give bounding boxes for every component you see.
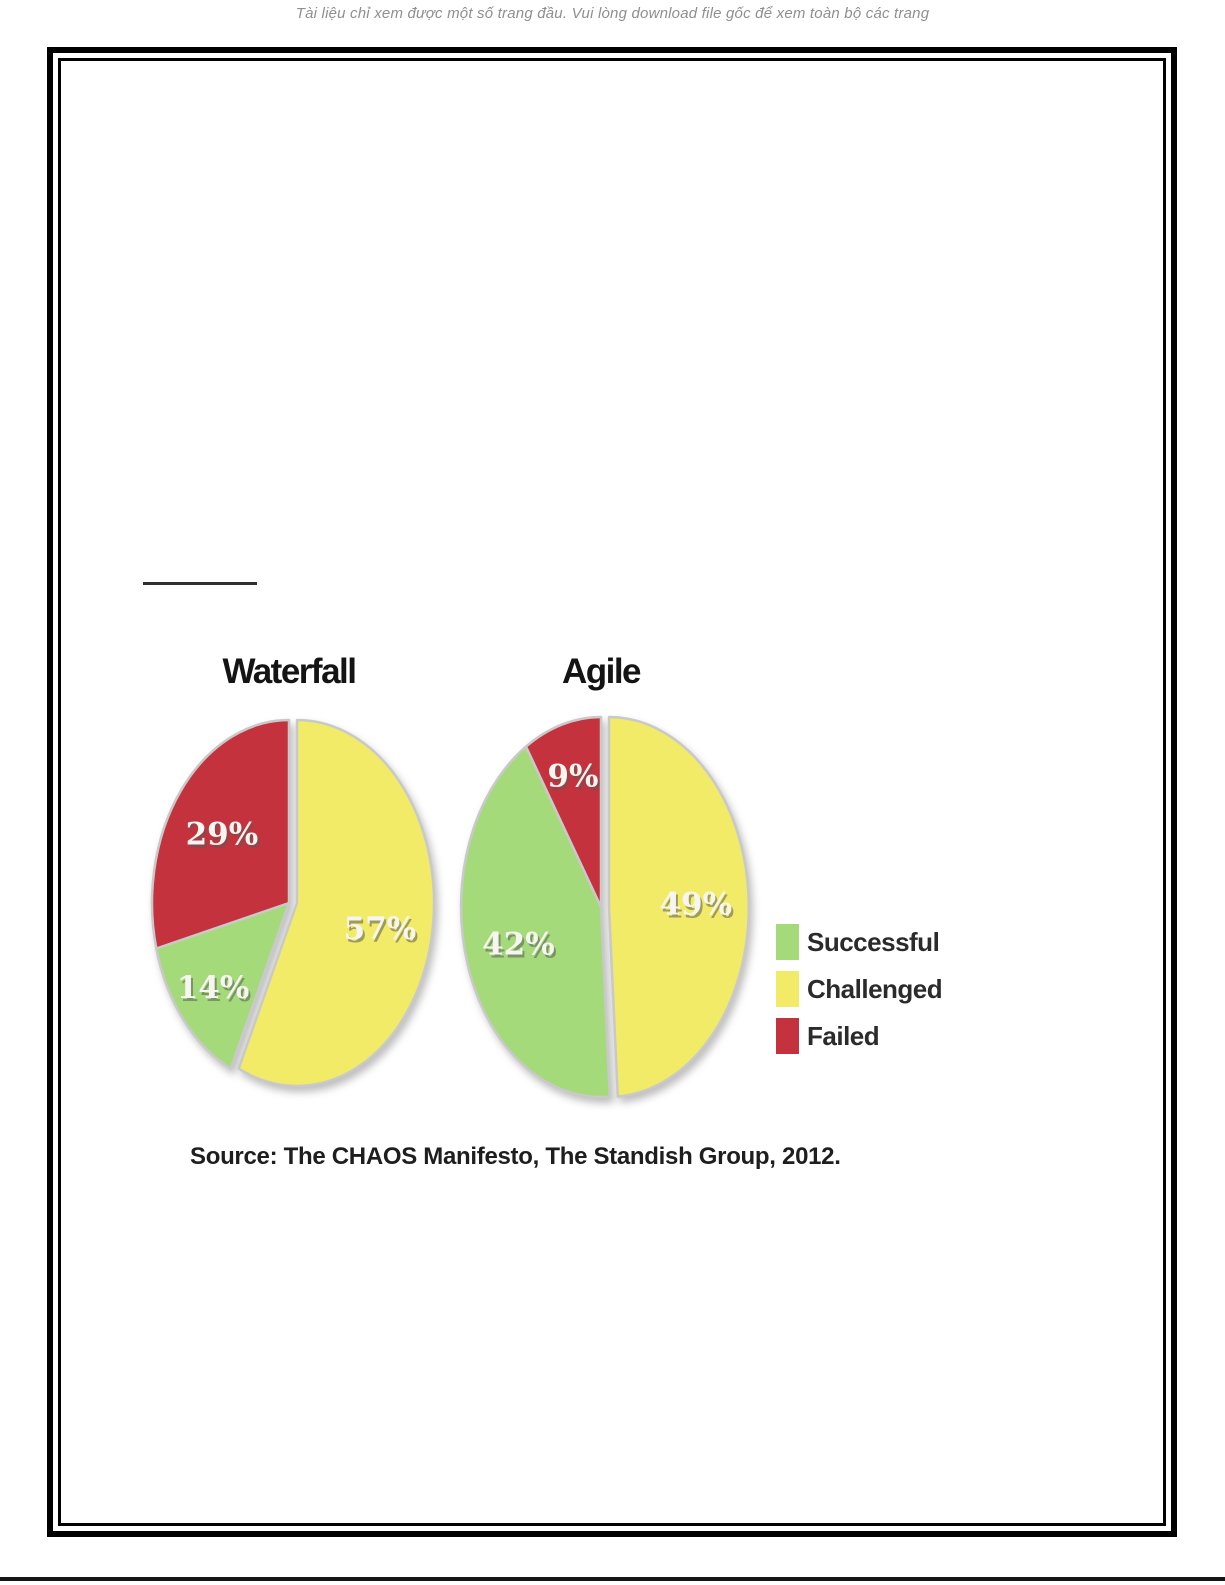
agile-pie: 49%49%42%42%9%9% (459, 715, 750, 1099)
legend-label: Challenged (807, 974, 943, 1004)
waterfall-slice-successful (155, 901, 291, 1070)
heading-underline (143, 582, 257, 585)
agile-label-challenged: 49% (659, 886, 732, 922)
waterfall-label-successful: 14% (177, 970, 250, 1006)
legend-item-challenged: Challenged (776, 971, 943, 1007)
preview-notice: Tài liệu chỉ xem được một số trang đầu. … (295, 5, 930, 22)
agile-slice-challenged (607, 715, 750, 1098)
agile-label-challenged: 49% (661, 889, 734, 925)
waterfall-slice-challenged (237, 718, 436, 1088)
waterfall-label-successful: 14% (179, 973, 252, 1009)
waterfall-title: Waterfall (222, 652, 357, 691)
waterfall-slice-failed (150, 718, 291, 950)
source-caption: Source: The CHAOS Manifesto, The Standis… (190, 1143, 841, 1170)
waterfall-pie: 57%57%14%14%29%29% (150, 718, 436, 1088)
agile-label-failed: 9% (549, 762, 600, 798)
agile-label-successful: 42% (482, 926, 555, 962)
agile-label-failed: 9% (547, 759, 598, 795)
agile-title: Agile (561, 652, 642, 691)
challenged-swatch (776, 971, 799, 1007)
page-bottom-divider (0, 1577, 1225, 1581)
chart-legend: Successful Challenged Failed (776, 924, 943, 1065)
agile-slice-failed (524, 715, 603, 909)
legend-item-successful: Successful (776, 924, 942, 960)
page-border-inner (58, 58, 1166, 1526)
legend-item-failed: Failed (776, 1018, 942, 1054)
waterfall-label-failed: 29% (186, 817, 259, 853)
page-border-outer (47, 47, 1177, 1537)
successful-swatch (776, 924, 799, 960)
legend-label: Successful (807, 927, 940, 957)
failed-swatch (776, 1018, 799, 1054)
agile-label-successful: 42% (484, 929, 557, 965)
legend-label: Failed (807, 1021, 880, 1051)
waterfall-label-failed: 29% (188, 820, 261, 856)
agile-slice-successful (459, 745, 612, 1099)
waterfall-label-challenged: 57% (344, 911, 417, 947)
waterfall-label-challenged: 57% (346, 914, 419, 950)
